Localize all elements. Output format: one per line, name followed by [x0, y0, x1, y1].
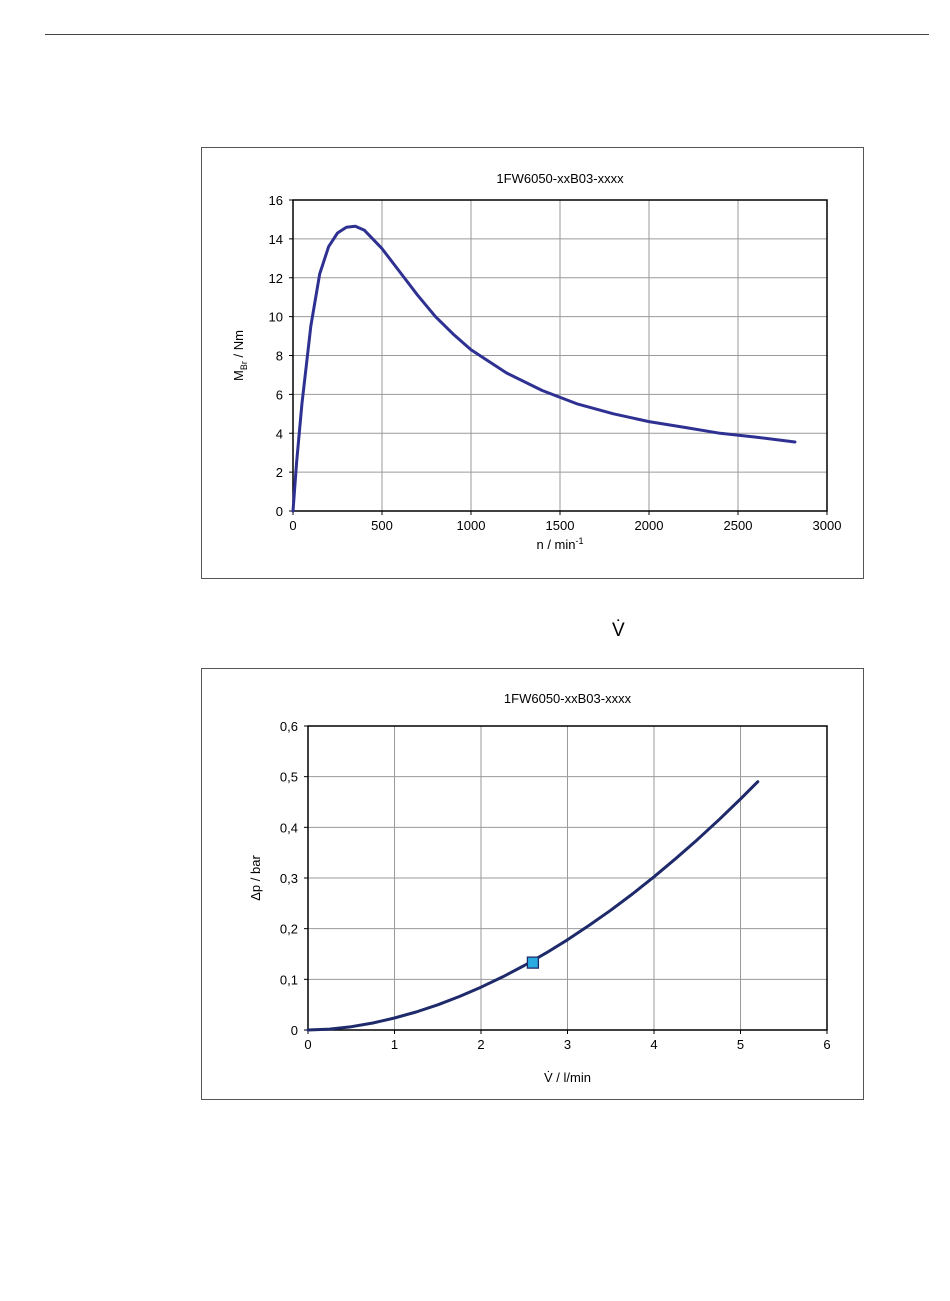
x-tick-label: 2000: [635, 518, 664, 533]
y-axis-label: MBr / Nm: [231, 330, 249, 381]
chart-frame-pressure: 1FW6050-xxB03-xxxx 0 1 2 3 4 5 6 0 0,1 0,2 0,3 0,4 0,…: [201, 668, 864, 1100]
x-tick-label: 1000: [457, 518, 486, 533]
x-tick-label: 5: [737, 1037, 744, 1052]
x-tick-label: 3000: [813, 518, 842, 533]
chart-title: 1FW6050-xxB03-xxxx: [504, 691, 632, 706]
x-tick-label: 0: [289, 518, 296, 533]
top-rule: [45, 34, 929, 35]
x-tick-label: 0: [304, 1037, 311, 1052]
x-tick-label: 500: [371, 518, 393, 533]
y-tick-label: 0,3: [280, 871, 298, 886]
y-tick-label: 6: [276, 387, 283, 402]
x-tick-label: 4: [650, 1037, 657, 1052]
y-axis-label: Δp / bar: [248, 855, 263, 901]
y-tick-label: 0,4: [280, 820, 298, 835]
x-tick-label: 2: [477, 1037, 484, 1052]
y-tick-label: 0,2: [280, 922, 298, 937]
x-axis-label: V̇ / l/min: [544, 1070, 591, 1085]
y-tick-label: 4: [276, 426, 283, 441]
x-tick-label: 1500: [546, 518, 575, 533]
chart-torque-svg: 1FW6050-xxB03-xxxx 0 500 1000 1500 2000 2500 30…: [231, 171, 842, 552]
series-line: [306, 780, 760, 1032]
y-tick-label: 2: [276, 465, 283, 480]
y-tick-label: 14: [269, 232, 283, 247]
y-tick-label: 0,1: [280, 972, 298, 987]
y-tick-label: 0,6: [280, 719, 298, 734]
y-tick-label: 0: [291, 1023, 298, 1038]
x-tick-label: 2500: [724, 518, 753, 533]
x-tick-label: 3: [564, 1037, 571, 1052]
series-line: [291, 224, 797, 513]
chart-pressure-svg: 1FW6050-xxB03-xxxx 0 1 2 3 4 5 6 0 0,1 0,2 0,3 0,4 0,…: [248, 691, 831, 1085]
x-axis-label: n / min-1: [536, 536, 583, 552]
y-tick-label: 10: [269, 310, 283, 325]
volume-flow-symbol: V̇: [612, 620, 625, 641]
y-tick-label: 12: [269, 271, 283, 286]
chart-frame-torque: 1FW6050-xxB03-xxxx 0 500 1000 1500 2000 2500 30…: [201, 147, 864, 579]
y-tick-label: 16: [269, 193, 283, 208]
chart-title: 1FW6050-xxB03-xxxx: [496, 171, 624, 186]
x-tick-label: 6: [823, 1037, 830, 1052]
x-tick-label: 1: [391, 1037, 398, 1052]
y-tick-label: 0: [276, 504, 283, 519]
y-tick-label: 0,5: [280, 770, 298, 785]
y-tick-label: 8: [276, 349, 283, 364]
operating-point-marker: [526, 956, 540, 969]
